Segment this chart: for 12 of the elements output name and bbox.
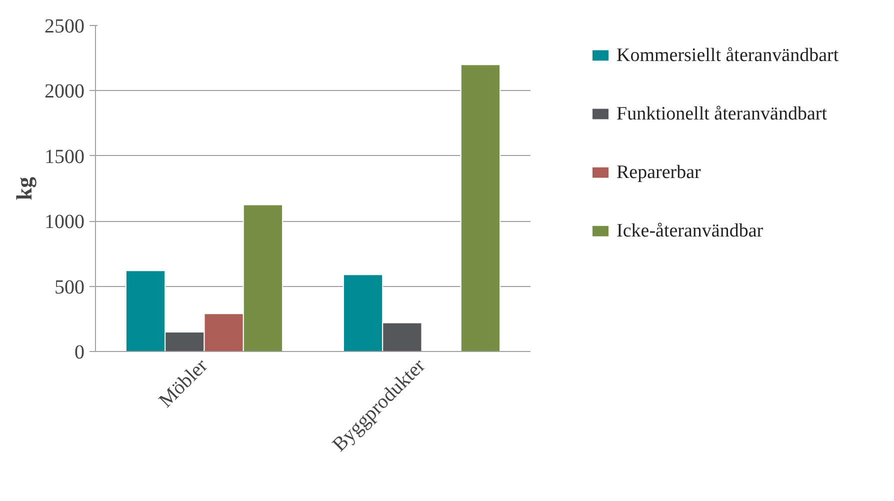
legend-label: Icke-återanvändbar — [616, 220, 764, 242]
bar — [460, 64, 501, 352]
y-axis-title: kg — [12, 176, 36, 200]
y-tick-label: 2000 — [44, 80, 84, 103]
legend-label: Funktionellt återanvändbart — [616, 103, 828, 124]
y-tick-label: 2500 — [44, 16, 84, 38]
y-tick-label: 1500 — [44, 146, 84, 168]
legend-label: Kommersiellt återanvändbart — [616, 44, 840, 66]
y-tick-label: 1000 — [44, 211, 84, 234]
legend-label: Reparerbar — [616, 162, 702, 184]
y-tick-label: 500 — [54, 276, 84, 298]
y-tick-label: 0 — [74, 342, 84, 364]
